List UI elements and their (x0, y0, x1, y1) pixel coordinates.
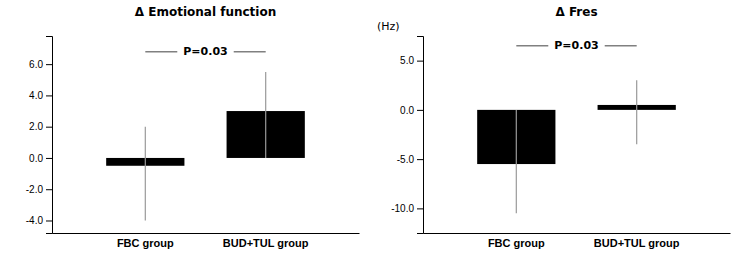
y-tick-label: -10.0 (391, 203, 414, 214)
y-tick: -5.0 (397, 154, 423, 165)
y-tick-mark (46, 64, 52, 65)
marks (477, 46, 676, 213)
x-tick: BUD+TUL group (594, 233, 680, 249)
chart: -4.0 -2.0 0.0 2.0 4.0 6.0 FBC group BUD+TUL gro… (0, 0, 742, 259)
x-tick-label: BUD+TUL group (594, 237, 680, 249)
y-tick: 2.0 (29, 121, 52, 132)
y-tick-label: -5.0 (397, 154, 415, 165)
y-tick: 0.0 (400, 105, 423, 116)
x-axis: FBC group BUD+TUL group (424, 233, 731, 249)
x-axis-line (53, 233, 360, 234)
x-tick: FBC group (488, 233, 545, 249)
y-axis-line (46, 37, 53, 234)
x-tick-label: FBC group (117, 237, 174, 249)
x-tick-label: BUD+TUL group (223, 237, 309, 249)
x-tick-label: FBC group (488, 237, 545, 249)
annotation-background (548, 38, 604, 53)
annotation-background (177, 44, 233, 59)
annotation: P=0.03 (548, 38, 604, 53)
y-tick: 6.0 (29, 59, 52, 70)
x-tick: BUD+TUL group (223, 233, 309, 249)
y-tick: -10.0 (391, 203, 423, 214)
y-axis: -4.0 -2.0 0.0 2.0 4.0 6.0 (26, 37, 53, 234)
y-tick-mark (46, 95, 52, 96)
y-tick-label: 6.0 (29, 59, 43, 70)
x-axis-line (424, 233, 731, 234)
y-tick: -2.0 (26, 184, 52, 195)
y-tick-mark (46, 220, 52, 221)
marks (106, 52, 305, 221)
panel: -4.0 -2.0 0.0 2.0 4.0 6.0 FBC group BUD+TUL gro… (26, 5, 360, 249)
y-tick-mark (417, 110, 423, 111)
title: Δ Fres (555, 5, 597, 19)
y-tick-label: 0.0 (29, 153, 43, 164)
y-axis-line (417, 37, 424, 234)
error-bar (516, 110, 517, 213)
y-tick: -4.0 (26, 215, 52, 226)
y-tick-label: -4.0 (26, 215, 44, 226)
y-tick-mark (46, 158, 52, 159)
y-tick-mark (46, 127, 52, 128)
annotation-text: P=0.03 (183, 45, 227, 58)
y-axis-label: (Hz) (377, 20, 400, 33)
error-bar (145, 127, 146, 221)
error-bar (636, 80, 637, 144)
y-tick-label: 2.0 (29, 121, 43, 132)
y-tick-label: -2.0 (26, 184, 44, 195)
error-bar (265, 72, 266, 158)
x-axis: FBC group BUD+TUL group (53, 233, 360, 249)
y-tick: 4.0 (29, 90, 52, 101)
x-tick: FBC group (117, 233, 174, 249)
title: Δ Emotional function (135, 5, 277, 19)
panel: -10.0 -5.0 0.0 5.0 FBC group BUD+TUL group P=0… (377, 5, 731, 249)
y-tick: 5.0 (400, 55, 423, 66)
y-tick-label: 0.0 (400, 105, 414, 116)
y-tick-mark (46, 189, 52, 190)
y-tick-label: 4.0 (29, 90, 43, 101)
annotation-text: P=0.03 (554, 39, 598, 52)
y-tick-mark (417, 61, 423, 62)
y-tick: 0.0 (29, 153, 52, 164)
y-tick-mark (417, 208, 423, 209)
y-tick-label: 5.0 (400, 55, 414, 66)
y-tick-mark (417, 159, 423, 160)
y-axis: -10.0 -5.0 0.0 5.0 (391, 37, 423, 234)
annotation: P=0.03 (177, 44, 233, 59)
